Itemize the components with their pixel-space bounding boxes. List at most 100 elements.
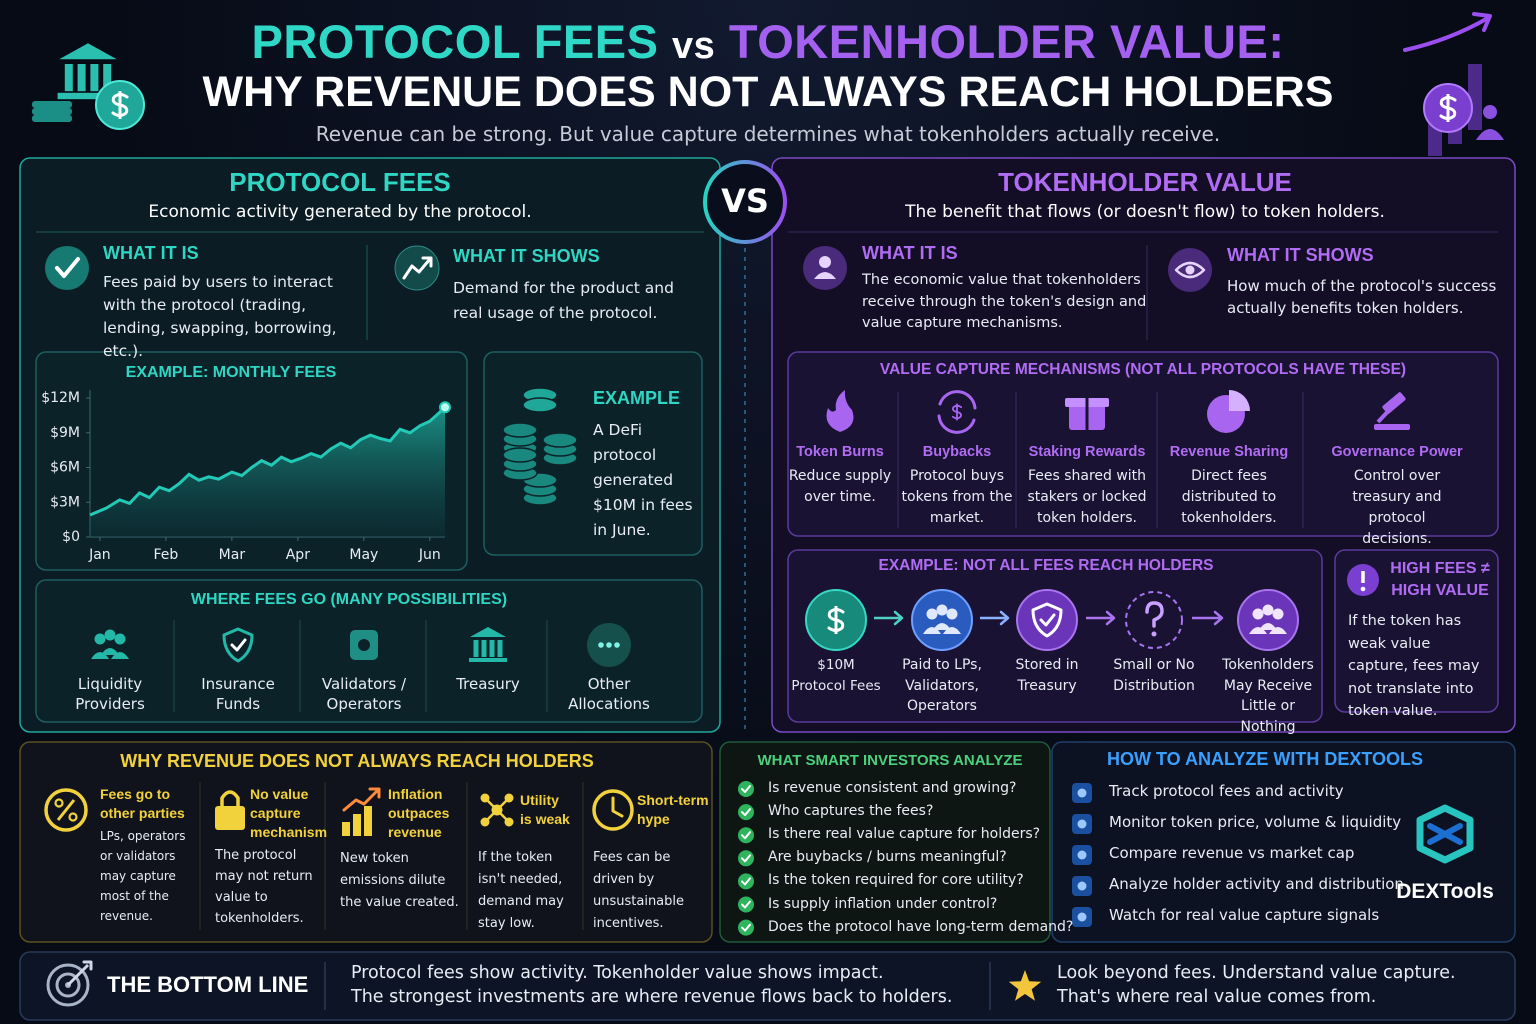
title-value: TOKENHOLDER VALUE: — [728, 15, 1285, 68]
box-title: EXAMPLE: NOT ALL FEES REACH HOLDERS — [878, 557, 1214, 574]
allocation-label: Other Allocations — [568, 675, 650, 713]
mechanism-name: Governance Power — [1331, 444, 1463, 460]
icon — [480, 817, 490, 827]
checklist-item: Are buybacks / burns meaningful? — [768, 849, 1007, 866]
icon — [741, 831, 751, 840]
body-text: A DeFi protocol generated $10M in fees i… — [593, 421, 693, 539]
icon — [220, 790, 240, 810]
body-text: How much of the protocol's success actua… — [1227, 277, 1497, 317]
divider — [1376, 403, 1396, 424]
icon — [1213, 610, 1224, 626]
icon — [1472, 12, 1492, 32]
body-text: Fees paid by users to interact with the … — [103, 273, 337, 360]
body-text: If the token has weak value capture, fee… — [1348, 613, 1480, 719]
body-text: The economic value that tokenholders rec… — [862, 272, 1147, 331]
heading: WHAT IT IS — [862, 243, 958, 263]
icon — [592, 789, 634, 831]
icon — [738, 804, 754, 821]
icon — [926, 608, 938, 620]
icon — [893, 610, 904, 626]
icon — [819, 256, 831, 268]
reason-heading: No value capture mechanism — [250, 786, 328, 840]
icon — [489, 640, 495, 657]
dextools-item: Watch for real value capture signals — [1109, 906, 1380, 924]
icon — [738, 873, 754, 890]
allocation-label: Treasury — [456, 675, 520, 693]
icon — [1077, 912, 1087, 922]
y-tick-label: $9M — [50, 425, 80, 441]
icon — [1476, 129, 1504, 140]
checklist-item: Who captures the fees? — [768, 803, 934, 820]
icon — [1174, 261, 1206, 279]
icon — [57, 92, 119, 100]
icon — [358, 639, 370, 651]
dextools-item: Analyze holder activity and distribution — [1109, 875, 1404, 893]
mechanism-text: Direct fees distributed to tokenholders. — [1181, 468, 1277, 526]
dextools-box — [1051, 741, 1516, 943]
x-tick-label: Jan — [88, 547, 111, 563]
icon — [497, 640, 503, 657]
end-point — [439, 401, 451, 414]
icon — [1416, 804, 1474, 864]
icon — [1151, 631, 1157, 637]
icon — [32, 108, 72, 115]
icon — [402, 257, 432, 280]
icon — [64, 64, 73, 92]
dextools-item: Compare revenue vs market cap — [1109, 844, 1355, 862]
icon — [938, 390, 977, 410]
reason-text: If the token isn't needed, demand may st… — [478, 850, 564, 931]
subtitle: Revenue can be strong. But value capture… — [315, 122, 1221, 146]
chart-title: EXAMPLE: MONTHLY FEES — [125, 364, 337, 381]
mechanism-text: Protocol buys tokens from the market. — [901, 468, 1013, 526]
icon — [342, 788, 380, 812]
heading: WHAT IT SHOWS — [1227, 245, 1374, 265]
y-tick-label: $0 — [62, 529, 80, 545]
high-fees-box — [1334, 549, 1499, 713]
icon — [936, 604, 948, 616]
reason-heading: Fees go to other parties — [100, 786, 185, 821]
icon — [542, 432, 578, 448]
icon — [59, 43, 117, 60]
x-tick-label: Jun — [418, 547, 441, 563]
reason-text: LPs, operators or validators may capture… — [100, 829, 186, 923]
reason-heading: Utility is weak — [520, 792, 570, 827]
box-title: WHY REVENUE DOES NOT ALWAYS REACH HOLDER… — [120, 751, 594, 771]
dextools-item: Monitor token price, volume & liquidity — [1109, 813, 1402, 831]
box-title: VALUE CAPTURE MECHANISMS (NOT ALL PROTOC… — [879, 361, 1407, 378]
investors-box — [719, 741, 1051, 943]
title-line-2: WHY REVENUE DOES NOT ALWAYS REACH HOLDER… — [202, 68, 1334, 116]
icon — [1427, 823, 1463, 845]
icon — [1077, 819, 1087, 829]
divider — [56, 799, 76, 821]
allocation-label: Liquidity Providers — [75, 675, 145, 713]
icon — [738, 850, 754, 867]
bottom-line-box — [19, 951, 1516, 1021]
icon — [364, 806, 372, 836]
flow-label: $10M Protocol Fees — [791, 657, 881, 694]
icon — [470, 627, 506, 637]
icon — [614, 642, 620, 648]
bottom-heading: THE BOTTOM LINE — [107, 972, 309, 997]
icon — [1185, 265, 1195, 275]
icon — [504, 793, 514, 803]
icon — [101, 648, 119, 655]
panel-title: TOKENHOLDER VALUE — [998, 167, 1292, 197]
mechanism-name: Revenue Sharing — [1169, 444, 1289, 460]
reason-text: Fees can be driven by unsustainable ince… — [593, 850, 685, 931]
icon — [54, 798, 64, 808]
reason-text: The protocol may not return value to tok… — [215, 848, 313, 926]
x-tick-label: Feb — [153, 547, 178, 563]
icon — [1077, 881, 1087, 891]
icon — [469, 658, 507, 662]
icon — [1374, 424, 1410, 430]
mechanism-text: Control over treasury and protocol decis… — [1352, 468, 1442, 547]
icon — [814, 272, 836, 279]
icon — [342, 822, 350, 836]
icon — [44, 788, 88, 832]
title-line-1: PROTOCOL FEES vs TOKENHOLDER VALUE: — [0, 14, 1536, 69]
heading: EXAMPLE — [593, 388, 681, 408]
bottom-text: Protocol fees show activity. Tokenholder… — [351, 963, 884, 983]
icon — [933, 623, 951, 630]
icon — [1360, 586, 1366, 592]
